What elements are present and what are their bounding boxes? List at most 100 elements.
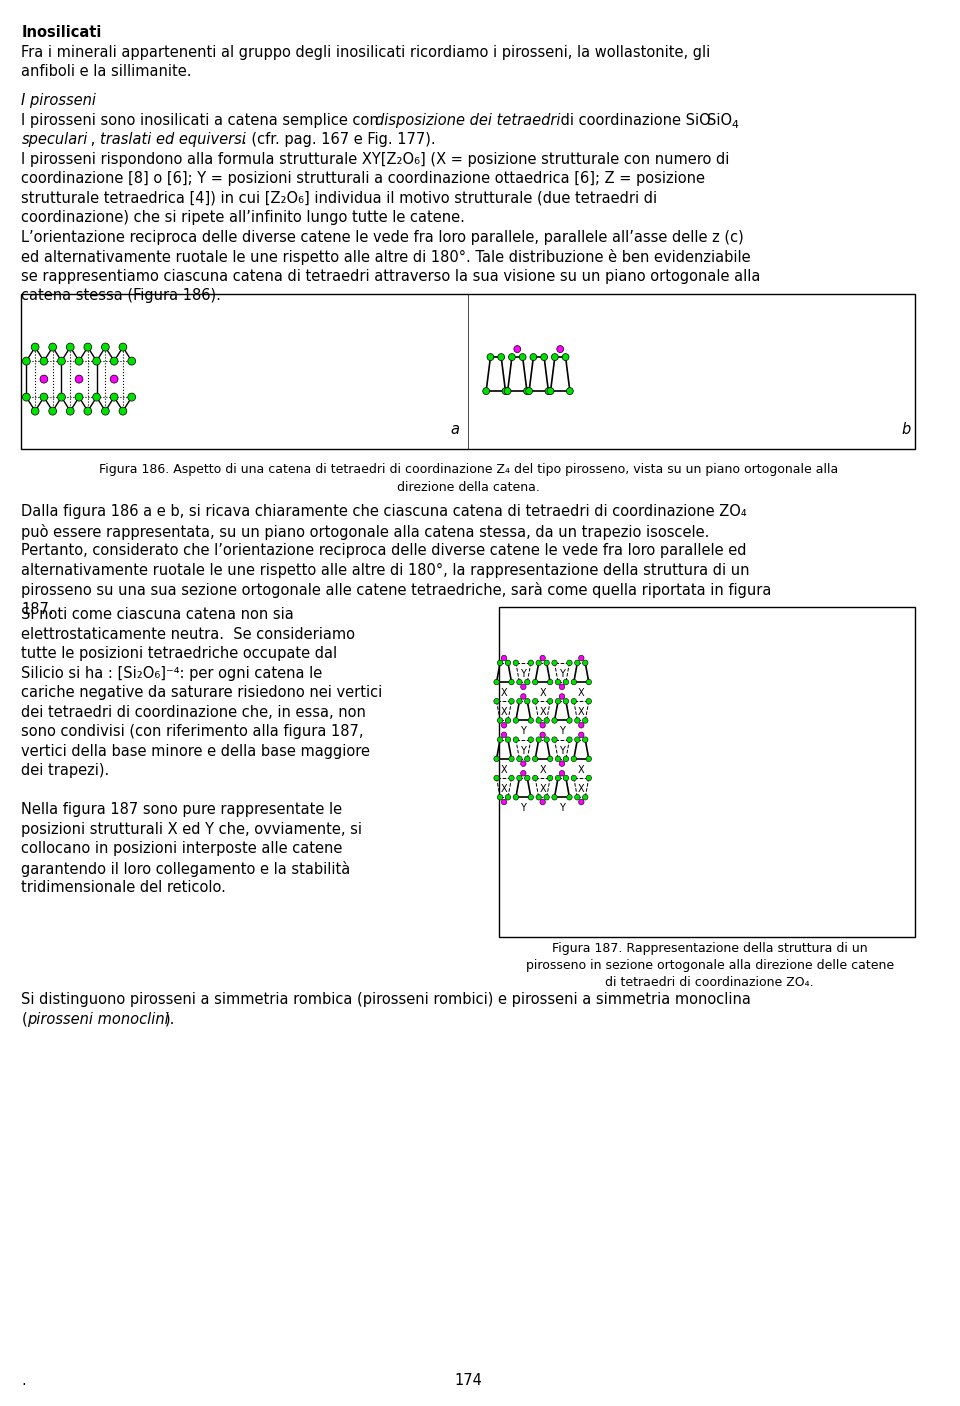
Ellipse shape xyxy=(516,775,522,780)
Text: Si noti come ciascuna catena non sia: Si noti come ciascuna catena non sia xyxy=(21,607,294,623)
Ellipse shape xyxy=(547,699,553,704)
Ellipse shape xyxy=(551,353,559,360)
Ellipse shape xyxy=(566,659,572,665)
Text: Y: Y xyxy=(559,803,564,813)
Text: I pirosseni sono inosilicati a catena semplice con: I pirosseni sono inosilicati a catena se… xyxy=(21,112,384,128)
Ellipse shape xyxy=(583,659,588,665)
Ellipse shape xyxy=(110,375,118,382)
Ellipse shape xyxy=(523,388,530,395)
Ellipse shape xyxy=(493,775,499,780)
Ellipse shape xyxy=(520,770,526,776)
Ellipse shape xyxy=(583,737,588,742)
Text: Y: Y xyxy=(520,727,526,737)
Ellipse shape xyxy=(498,353,505,360)
Ellipse shape xyxy=(524,775,530,780)
Ellipse shape xyxy=(514,346,520,353)
Text: Y: Y xyxy=(559,745,564,755)
Ellipse shape xyxy=(524,756,530,762)
Ellipse shape xyxy=(497,737,503,742)
Text: Figura 187. Rappresentazione della struttura di un: Figura 187. Rappresentazione della strut… xyxy=(552,942,868,956)
Text: speculari: speculari xyxy=(21,132,87,148)
Text: sono condivisi (con riferimento alla figura 187,: sono condivisi (con riferimento alla fig… xyxy=(21,724,364,740)
Text: Y: Y xyxy=(520,745,526,755)
Text: tridimensionale del reticolo.: tridimensionale del reticolo. xyxy=(21,880,227,896)
Ellipse shape xyxy=(84,343,92,352)
Ellipse shape xyxy=(509,775,515,780)
Text: Y: Y xyxy=(520,669,526,679)
Ellipse shape xyxy=(544,794,549,800)
Text: posizioni strutturali X ed Y che, ovviamente, si: posizioni strutturali X ed Y che, ovviam… xyxy=(21,823,363,837)
Ellipse shape xyxy=(502,388,509,395)
Text: a: a xyxy=(450,422,459,437)
Text: Nella figura 187 sono pure rappresentate le: Nella figura 187 sono pure rappresentate… xyxy=(21,803,343,817)
Ellipse shape xyxy=(110,394,118,401)
Ellipse shape xyxy=(514,737,518,742)
Text: . (cfr. pag. 167 e Fig. 177).: . (cfr. pag. 167 e Fig. 177). xyxy=(242,132,436,148)
Text: Inosilicati: Inosilicati xyxy=(21,25,102,39)
Ellipse shape xyxy=(93,394,101,401)
Text: pirosseno in sezione ortogonale alla direzione delle catene: pirosseno in sezione ortogonale alla dir… xyxy=(525,959,894,972)
Text: collocano in posizioni interposte alle catene: collocano in posizioni interposte alle c… xyxy=(21,841,343,856)
Text: strutturale tetraedrica [4]) in cui [Z₂O₆] individua il motivo strutturale (due : strutturale tetraedrica [4]) in cui [Z₂O… xyxy=(21,191,658,205)
Ellipse shape xyxy=(119,343,127,352)
Ellipse shape xyxy=(552,794,557,800)
Ellipse shape xyxy=(519,353,526,360)
Text: tutte le posizioni tetraedriche occupate dal: tutte le posizioni tetraedriche occupate… xyxy=(21,647,338,661)
Ellipse shape xyxy=(22,394,31,401)
Text: pirosseno su una sua sezione ortogonale alle catene tetraedriche, sarà come quel: pirosseno su una sua sezione ortogonale … xyxy=(21,582,772,598)
Ellipse shape xyxy=(586,775,591,780)
Text: b: b xyxy=(901,422,910,437)
Ellipse shape xyxy=(544,659,549,665)
Ellipse shape xyxy=(564,775,568,780)
Ellipse shape xyxy=(520,693,526,699)
Text: ).: ). xyxy=(165,1012,176,1026)
Ellipse shape xyxy=(566,388,573,395)
Ellipse shape xyxy=(483,388,490,395)
Ellipse shape xyxy=(75,357,83,366)
Text: X: X xyxy=(501,785,507,794)
Ellipse shape xyxy=(586,756,591,762)
Ellipse shape xyxy=(501,655,507,661)
Ellipse shape xyxy=(40,357,48,366)
Text: X: X xyxy=(540,765,546,775)
Ellipse shape xyxy=(102,408,109,415)
Ellipse shape xyxy=(528,737,534,742)
Text: se rappresentiamo ciascuna catena di tetraedri attraverso la sua visione su un p: se rappresentiamo ciascuna catena di tet… xyxy=(21,269,761,284)
Ellipse shape xyxy=(536,794,541,800)
Ellipse shape xyxy=(84,408,92,415)
Text: X: X xyxy=(501,765,507,775)
Ellipse shape xyxy=(547,679,553,685)
Ellipse shape xyxy=(533,699,538,704)
Ellipse shape xyxy=(544,737,549,742)
Text: 174: 174 xyxy=(454,1374,482,1388)
Text: Y: Y xyxy=(559,727,564,737)
Ellipse shape xyxy=(560,693,564,699)
Ellipse shape xyxy=(501,799,507,804)
Text: ed alternativamente ruotale le une rispetto alle altre di 180°. Tale distribuzio: ed alternativamente ruotale le une rispe… xyxy=(21,249,751,266)
Ellipse shape xyxy=(75,394,83,401)
Text: X: X xyxy=(501,707,507,717)
Ellipse shape xyxy=(520,685,526,690)
Text: coordinazione [8] o [6]; Y = posizioni strutturali a coordinazione ottaedrica [6: coordinazione [8] o [6]; Y = posizioni s… xyxy=(21,172,706,186)
Ellipse shape xyxy=(516,699,522,704)
Ellipse shape xyxy=(32,408,39,415)
Ellipse shape xyxy=(497,659,503,665)
Text: elettrostaticamente neutra.  Se consideriamo: elettrostaticamente neutra. Se consideri… xyxy=(21,627,355,643)
Ellipse shape xyxy=(579,723,584,728)
Ellipse shape xyxy=(575,737,580,742)
Ellipse shape xyxy=(575,794,580,800)
Ellipse shape xyxy=(110,357,118,366)
Text: L’orientazione reciproca delle diverse catene le vede fra loro parallele, parall: L’orientazione reciproca delle diverse c… xyxy=(21,229,744,245)
Ellipse shape xyxy=(497,794,503,800)
Text: 4: 4 xyxy=(732,120,738,129)
Text: Dalla figura 186 a e b, si ricava chiaramente che ciascuna catena di tetraedri d: Dalla figura 186 a e b, si ricava chiara… xyxy=(21,505,747,519)
Ellipse shape xyxy=(530,353,537,360)
Ellipse shape xyxy=(524,699,530,704)
Ellipse shape xyxy=(540,733,545,738)
Ellipse shape xyxy=(536,737,541,742)
Ellipse shape xyxy=(22,357,31,366)
Ellipse shape xyxy=(560,761,564,766)
Text: alternativamente ruotale le une rispetto alle altre di 180°, la rappresentazione: alternativamente ruotale le une rispetto… xyxy=(21,562,750,578)
Text: X: X xyxy=(501,688,507,697)
Text: X: X xyxy=(540,707,546,717)
